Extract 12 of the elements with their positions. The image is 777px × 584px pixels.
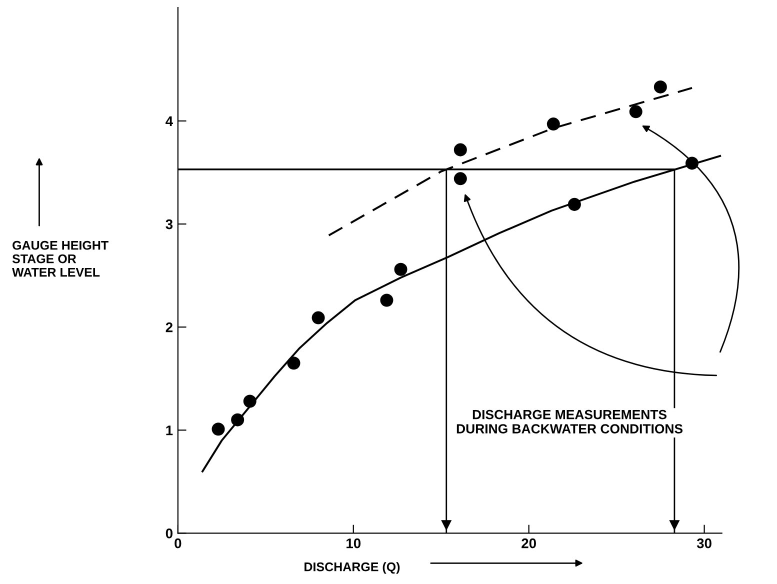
x-tick-label: 0 bbox=[174, 538, 182, 548]
y-tick-label: 0 bbox=[166, 528, 173, 538]
y-tick-label: 1 bbox=[166, 426, 173, 436]
x-tick-label: 10 bbox=[346, 538, 361, 548]
annotation: DISCHARGE MEASUREMENTS DURING BACKWATER CONDITIONS bbox=[456, 410, 683, 434]
x-tick-label: 20 bbox=[522, 538, 536, 548]
x-axis-title: DISCHARGE (Q) bbox=[304, 562, 400, 574]
y-tick-label: 3 bbox=[166, 219, 173, 230]
y-axis-title: GAUGE HEIGHT STAGE OR WATER LEVEL bbox=[12, 240, 108, 277]
y-tick-label: 4 bbox=[166, 116, 173, 126]
y-tick-label: 2 bbox=[166, 322, 173, 332]
x-tick-label: 30 bbox=[696, 538, 712, 548]
